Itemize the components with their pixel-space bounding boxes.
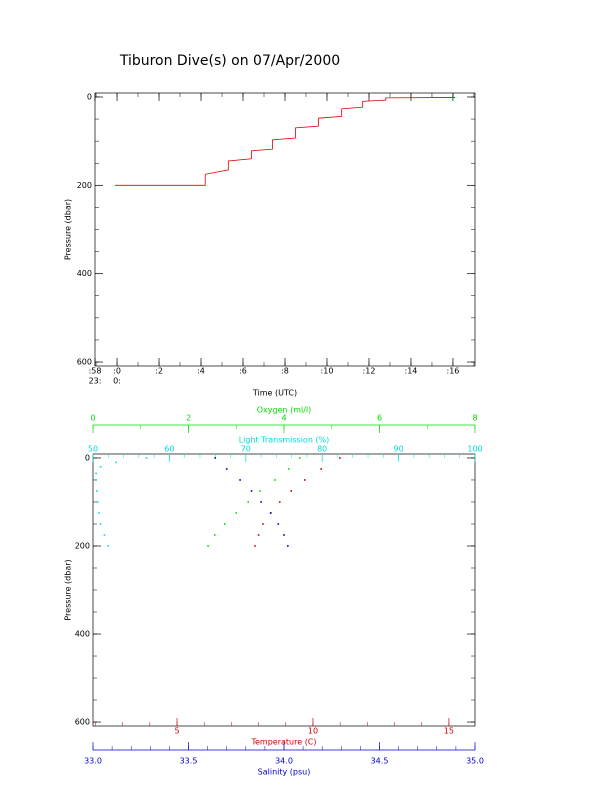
x-tick-label: :16 <box>447 367 460 376</box>
x-tick-label: 90 <box>394 445 404 454</box>
x-axis-label: Salinity (psu) <box>258 768 311 777</box>
y-tick-label: 200 <box>77 181 92 190</box>
profile-point <box>257 534 260 536</box>
x-tick-label: 80 <box>317 445 327 454</box>
x-tick-label: :8 <box>281 367 289 376</box>
x-tick-label: :4 <box>197 367 205 376</box>
y-tick-label: 600 <box>75 718 90 727</box>
profile-point <box>254 545 256 547</box>
profile-point <box>269 512 272 514</box>
chart-title: Tiburon Dive(s) on 07/Apr/2000 <box>119 53 340 69</box>
x-tick-label: 33.5 <box>180 757 198 766</box>
x-tick-label: 34.0 <box>275 757 293 766</box>
x-tick-label: :2 <box>155 367 163 376</box>
profile-point <box>274 479 276 481</box>
x-tick-label: :58 <box>89 367 102 376</box>
profile-point <box>95 472 97 475</box>
profile-point <box>214 457 217 459</box>
x-tick-label: 0 <box>90 414 95 423</box>
profile-point <box>107 545 110 547</box>
x-axis-label: Oxygen (ml/l) <box>257 406 312 415</box>
profile-point <box>260 501 262 503</box>
profile-point <box>247 501 249 503</box>
x-tick-label: 33.0 <box>84 757 102 766</box>
x-tick-label: 34.5 <box>371 757 389 766</box>
profile-point <box>99 465 102 468</box>
x-tick-label: :14 <box>405 367 418 376</box>
x-hour-label: 0: <box>113 377 121 386</box>
y-tick-label: 200 <box>75 541 90 550</box>
x-tick-label: 15 <box>444 727 454 736</box>
x-tick-label: 10 <box>308 727 318 736</box>
profile-point <box>320 468 322 470</box>
profile-point <box>223 523 226 525</box>
x-tick-label: 6 <box>377 414 382 423</box>
profile-point <box>287 468 290 470</box>
y-tick-label: 0 <box>87 92 92 101</box>
profile-point <box>259 490 261 492</box>
profile-point <box>103 534 106 536</box>
x-axis-label: Time (UTC) <box>252 389 297 398</box>
profile-point <box>303 479 306 481</box>
profile-point <box>99 523 102 525</box>
x-tick-label: 2 <box>186 414 191 423</box>
x-hour-label: 23: <box>89 377 102 386</box>
x-tick-label: :6 <box>239 367 247 376</box>
pressure-line <box>114 97 456 186</box>
profile-point <box>262 523 264 525</box>
profile-point <box>339 457 341 459</box>
x-tick-label: 70 <box>241 445 251 454</box>
x-tick-label: 35.0 <box>466 757 484 766</box>
profile-point <box>98 512 100 514</box>
profile-point <box>96 490 98 492</box>
profile-point <box>145 457 148 459</box>
x-tick-label: 100 <box>467 445 482 454</box>
profile-point <box>298 457 301 459</box>
x-tick-label: 5 <box>174 727 179 736</box>
y-tick-label: 600 <box>77 358 92 367</box>
x-tick-label: :12 <box>363 367 376 376</box>
x-tick-label: :10 <box>321 367 334 376</box>
profile-point <box>287 545 289 547</box>
y-axis-label: Pressure (dbar) <box>64 559 73 620</box>
y-tick-label: 400 <box>77 269 92 278</box>
profile-point <box>207 545 209 547</box>
plot-frame <box>92 453 476 727</box>
profile-point <box>290 490 293 492</box>
x-axis-label: Temperature (C) <box>250 738 316 747</box>
x-axis-label: Light Transmission (%) <box>239 436 330 445</box>
profile-point <box>225 468 228 470</box>
profile-point <box>278 501 281 503</box>
profile-point <box>239 479 241 481</box>
plot-frame <box>94 92 476 367</box>
profile-point <box>96 501 99 503</box>
y-tick-label: 0 <box>85 453 90 462</box>
profile-point <box>277 523 280 525</box>
profile-point <box>250 490 253 492</box>
profile-point <box>95 479 97 481</box>
profile-point <box>235 512 238 514</box>
x-tick-label: 4 <box>281 414 286 423</box>
profile-point <box>115 461 117 464</box>
y-axis-label: Pressure (dbar) <box>64 199 73 260</box>
x-tick-label: 8 <box>472 414 477 423</box>
x-tick-label: 60 <box>164 445 174 454</box>
profile-point <box>283 534 285 536</box>
x-tick-label: 50 <box>88 445 98 454</box>
y-tick-label: 400 <box>75 630 90 639</box>
profile-point <box>213 534 216 536</box>
x-tick-label: :0 <box>113 367 121 376</box>
